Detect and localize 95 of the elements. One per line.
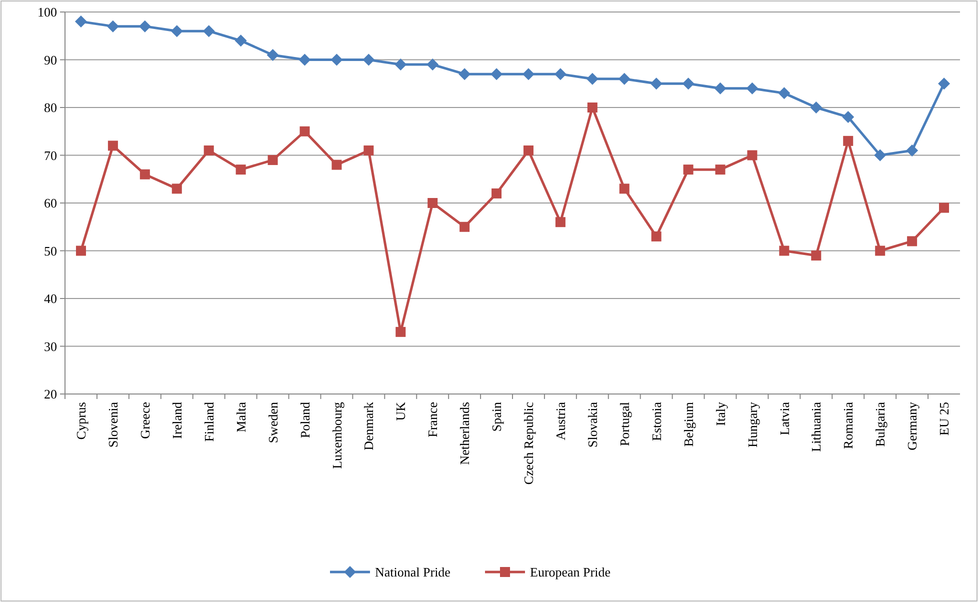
point: [874, 149, 886, 162]
point: [460, 222, 470, 232]
point: [492, 188, 502, 198]
x-tick-label: Finland: [201, 402, 216, 442]
x-tick-label: Poland: [297, 402, 312, 438]
x-tick-label: Malta: [233, 402, 248, 432]
legend-label: National Pride: [375, 564, 451, 580]
point: [811, 250, 822, 261]
point: [394, 58, 407, 71]
point: [779, 246, 790, 256]
point: [554, 68, 566, 80]
point: [906, 144, 918, 156]
point: [106, 20, 119, 32]
x-tick-label: France: [425, 402, 440, 438]
point: [490, 68, 503, 80]
point: [138, 20, 151, 32]
x-tick-label: Slovakia: [584, 402, 600, 448]
point: [396, 326, 406, 337]
point: [298, 54, 311, 66]
point: [204, 145, 214, 156]
point: [172, 184, 182, 194]
y-tick-label: 50: [44, 243, 57, 258]
point: [76, 246, 86, 256]
x-tick-label: Cyprus: [74, 402, 89, 440]
point: [266, 48, 279, 61]
point: [939, 202, 950, 213]
point: [523, 145, 534, 156]
x-tick-label: Netherlands: [457, 402, 472, 465]
point: [140, 169, 150, 180]
x-tick-label: Italy: [712, 402, 728, 426]
point: [268, 155, 278, 166]
point: [170, 25, 183, 38]
x-tick-label: Ireland: [169, 402, 184, 439]
point: [875, 246, 886, 256]
point: [586, 72, 598, 85]
point: [683, 164, 694, 175]
point: [938, 78, 950, 90]
x-tick-label: Greece: [137, 402, 152, 439]
point: [715, 164, 726, 175]
x-tick-label: Portugal: [616, 402, 632, 446]
x-tick-label: Germany: [904, 402, 920, 450]
point: [332, 160, 342, 170]
x-tick-label: Czech Republic: [521, 402, 536, 485]
point: [842, 111, 854, 124]
x-tick-label: Spain: [489, 402, 504, 432]
point: [364, 145, 374, 156]
x-tick-label: Sweden: [265, 402, 280, 444]
point: [778, 87, 790, 100]
point: [108, 140, 118, 151]
x-tick-label: Latvia: [776, 402, 792, 436]
point: [522, 68, 534, 80]
y-tick-label: 80: [44, 100, 57, 116]
y-tick-label: 90: [44, 52, 57, 68]
point: [426, 58, 439, 71]
point: [714, 82, 726, 94]
point: [619, 184, 630, 194]
point: [907, 236, 918, 246]
y-tick-label: 100: [38, 4, 57, 20]
x-tick-label: EU 25: [936, 402, 952, 436]
point: [843, 136, 854, 146]
point: [74, 16, 87, 28]
point: [810, 102, 822, 114]
y-tick-label: 30: [44, 338, 57, 354]
point: [330, 54, 343, 66]
point: [587, 102, 598, 112]
x-tick-label: Slovenia: [105, 402, 120, 448]
point: [362, 54, 375, 66]
point: [747, 150, 758, 160]
point: [202, 25, 215, 38]
point: [682, 78, 694, 90]
y-tick-label: 20: [44, 386, 57, 402]
x-tick-label: Belgium: [680, 402, 696, 447]
x-tick-label: Bulgaria: [872, 402, 888, 447]
point: [236, 164, 246, 175]
x-tick-label: Luxembourg: [329, 402, 344, 469]
point: [234, 34, 247, 47]
point: [458, 68, 471, 80]
point: [555, 217, 566, 228]
x-tick-label: Estonia: [648, 402, 664, 441]
y-tick-label: 60: [44, 196, 57, 211]
x-tick-label: Austria: [552, 402, 568, 440]
y-tick-label: 40: [44, 291, 57, 306]
point: [746, 82, 758, 94]
point: [300, 126, 310, 136]
point: [428, 198, 438, 208]
x-tick-label: Hungary: [744, 402, 760, 448]
point: [650, 78, 662, 90]
x-tick-label: UK: [393, 401, 408, 421]
x-tick-label: Denmark: [361, 402, 376, 450]
x-tick-label: Romania: [840, 402, 856, 449]
point: [651, 231, 662, 242]
y-tick-label: 70: [44, 148, 57, 163]
legend-label: European Pride: [530, 564, 611, 580]
point: [618, 72, 630, 85]
x-tick-label: Lithuania: [808, 402, 824, 452]
